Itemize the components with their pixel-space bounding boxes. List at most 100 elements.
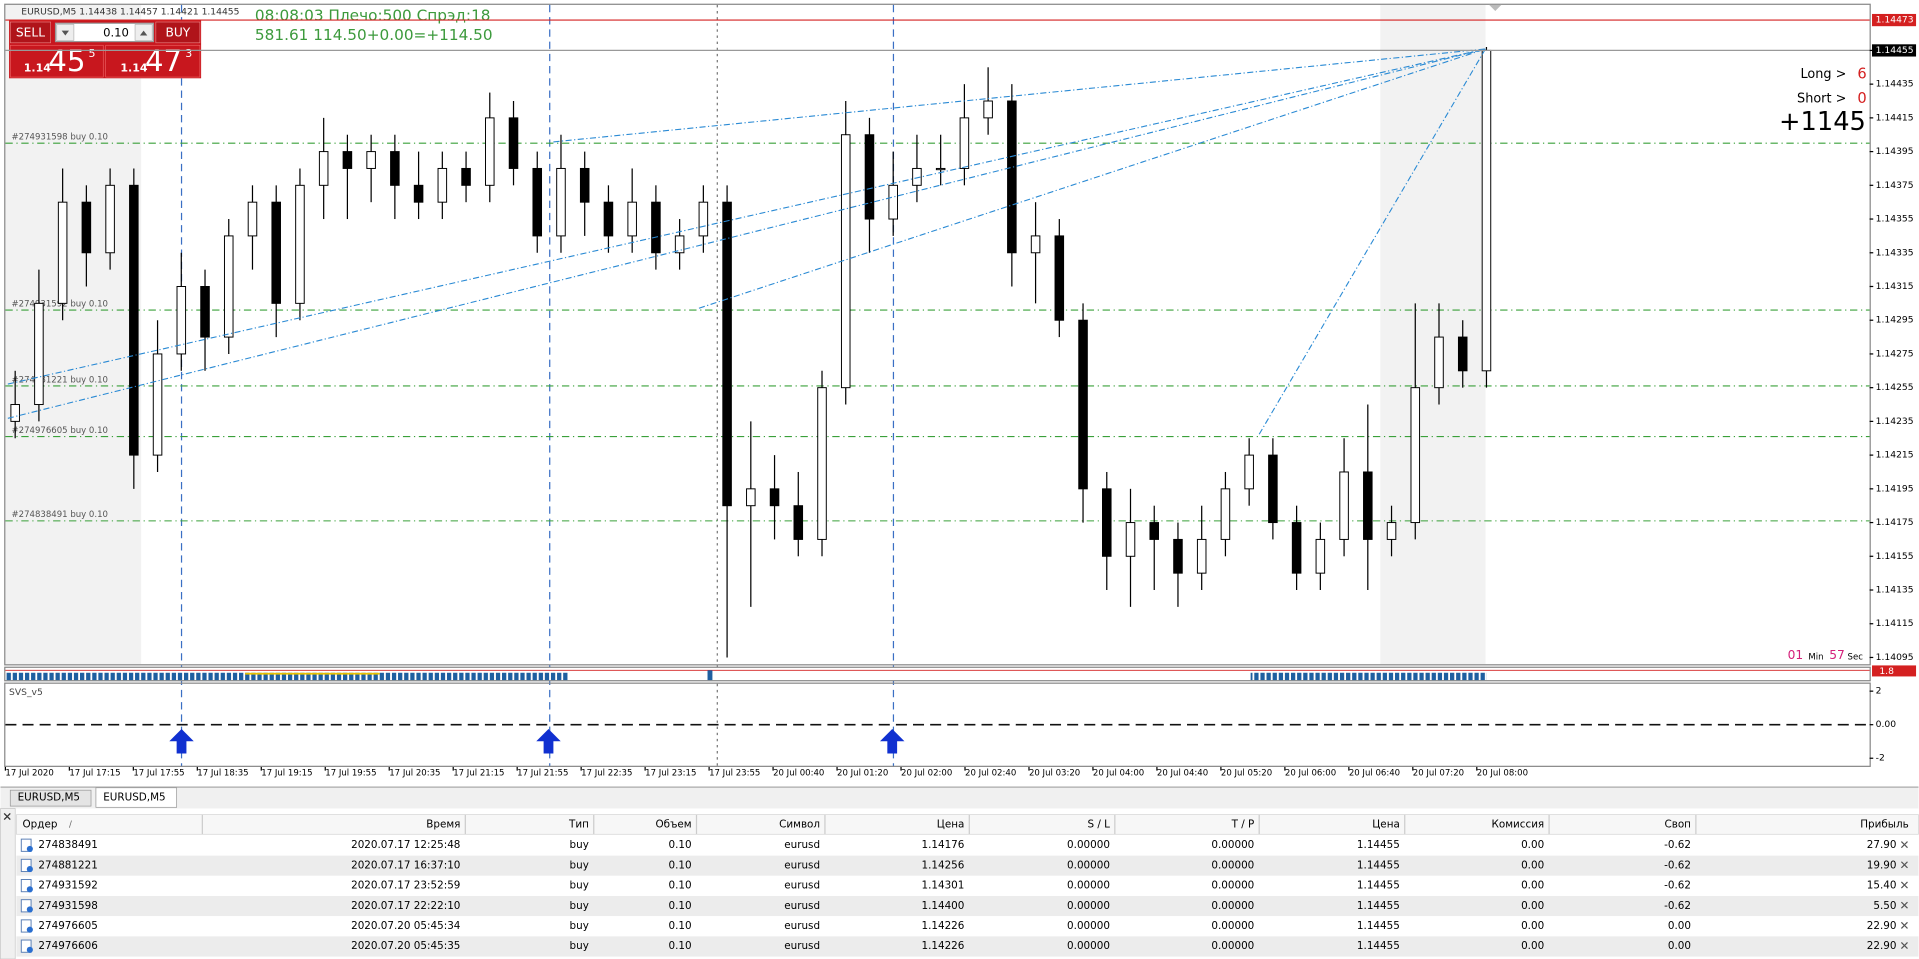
lot-field[interactable] [54,22,155,43]
y-tick-label: 1.14095 [1876,652,1914,663]
table-row[interactable] [16,936,1919,957]
candles: #274931598 buy 0.10 #274931592 buy 0.10 #2… [5,47,1870,658]
candle-body [603,201,614,237]
tab-bar [0,786,1919,809]
y-tick-label: 1.14395 [1876,146,1914,157]
column-header[interactable]: Объем [656,818,692,830]
x-tick-label: 20 Jul 01:20 [837,769,888,779]
close-order[interactable] [1900,901,1908,909]
sell-button[interactable] [9,21,51,44]
order-label: #274838491 buy 0.10 [12,510,108,520]
candle-body [342,151,353,169]
tab[interactable] [9,789,92,807]
table-row[interactable] [16,916,1919,937]
x-tick-label: 20 Jul 03:20 [1029,769,1080,779]
cell: 1.14455 [1357,900,1400,912]
candle-body [247,201,258,237]
buy-arrow [536,729,561,754]
x-tick-label: 20 Jul 00:40 [773,769,824,779]
candle-body [1410,387,1421,524]
column-header[interactable]: Цена [1372,818,1400,830]
column-header[interactable]: Время [426,818,460,830]
column-header[interactable]: Своп [1664,818,1691,830]
terminal-close[interactable] [3,812,11,821]
candle-body [769,488,780,507]
candle-body [1030,235,1041,254]
candle-body [627,201,637,237]
candle-body [817,387,827,540]
close-order[interactable] [1900,841,1908,849]
cell: 1.14455 [1357,859,1400,871]
cell: 0.00000 [1211,880,1254,892]
cell: buy [570,900,589,912]
x-tick-label: 20 Jul 02:00 [901,769,952,779]
column-header[interactable]: Комиссия [1492,818,1545,830]
column-header[interactable]: Ордер [23,818,58,830]
close-order[interactable] [1900,861,1908,869]
close-order[interactable] [1900,942,1908,950]
candle-body [1220,488,1231,540]
x-tick-label: 17 Jul 17:15 [69,769,120,779]
order-label: #274931592 buy 0.10 [12,299,108,309]
y-tick-label: 1.14195 [1876,483,1914,494]
candle-body [34,302,44,406]
y-tick-label: 1.14295 [1876,315,1914,326]
indicator-tick-label: 2 [1876,686,1882,697]
column-header[interactable]: Прибыль [1860,818,1908,830]
close-order[interactable] [1900,881,1908,889]
price-sup: 3 [185,47,192,60]
table-row[interactable] [16,896,1919,917]
price-big: 47 [145,44,182,78]
x-tick-label: 20 Jul 08:00 [1477,769,1528,779]
order-icon-dot [26,845,33,852]
order-icon-dot [26,866,33,873]
trade-panel: SELL 0.10 BUY 1.14 45 5 1.14 47 3 [9,19,202,79]
y-tick-label: 1.14315 [1876,281,1914,292]
y-tick-label: 1.14275 [1876,348,1914,359]
candle-body [295,184,305,304]
table-row[interactable] [16,875,1919,897]
buy-button[interactable] [155,21,201,44]
order-icon [20,899,32,913]
column-header[interactable]: T / P [1231,818,1255,830]
tab[interactable] [95,787,178,808]
short-value: 0 [1857,90,1866,107]
candle-body [461,167,471,186]
close-order[interactable] [1900,921,1908,929]
column-header[interactable]: Цена [937,818,965,830]
cell: eurusd [784,900,820,912]
candle-body [1007,100,1017,254]
column-header[interactable]: Символ [779,818,820,830]
cell: 5.50 [1873,900,1896,912]
candle-body [200,286,210,338]
column-header[interactable]: S / L [1087,818,1110,830]
table-row[interactable] [16,835,1919,856]
column-header[interactable]: Тип [568,818,589,830]
order-icon-dot [26,946,33,953]
candle-body [437,167,448,203]
candle-body [746,488,756,507]
cell: 0.10 [669,839,692,851]
order-label: #274931598 buy 0.10 [12,133,108,143]
cell: 2020.07.17 16:37:10 [351,859,460,871]
candle-body [1078,319,1088,490]
y-tick-label: 1.14115 [1876,618,1914,629]
x-tick-label: 17 Jul 19:15 [261,769,312,779]
x-tick-label: 20 Jul 06:40 [1349,769,1400,779]
terminal-sidebar [0,808,16,959]
cell: buy [570,920,589,932]
candle-body [1457,336,1468,372]
candle-body [1434,336,1444,389]
cell: 0.00000 [1067,839,1110,851]
x-tick-label: 17 Jul 21:15 [453,769,504,779]
candle-body [1339,471,1349,540]
candle-body [1102,488,1112,557]
tab-label: EURUSD,M5 [18,792,80,804]
order-label: #274881221 buy 0.10 [12,375,108,385]
shift-marker [1489,4,1502,12]
timer-min: 01 [1788,648,1804,662]
long-label: Long > [1800,67,1846,82]
table-row[interactable] [16,855,1919,876]
buy-label: BUY [165,26,190,40]
cell: 0.00000 [1067,900,1110,912]
